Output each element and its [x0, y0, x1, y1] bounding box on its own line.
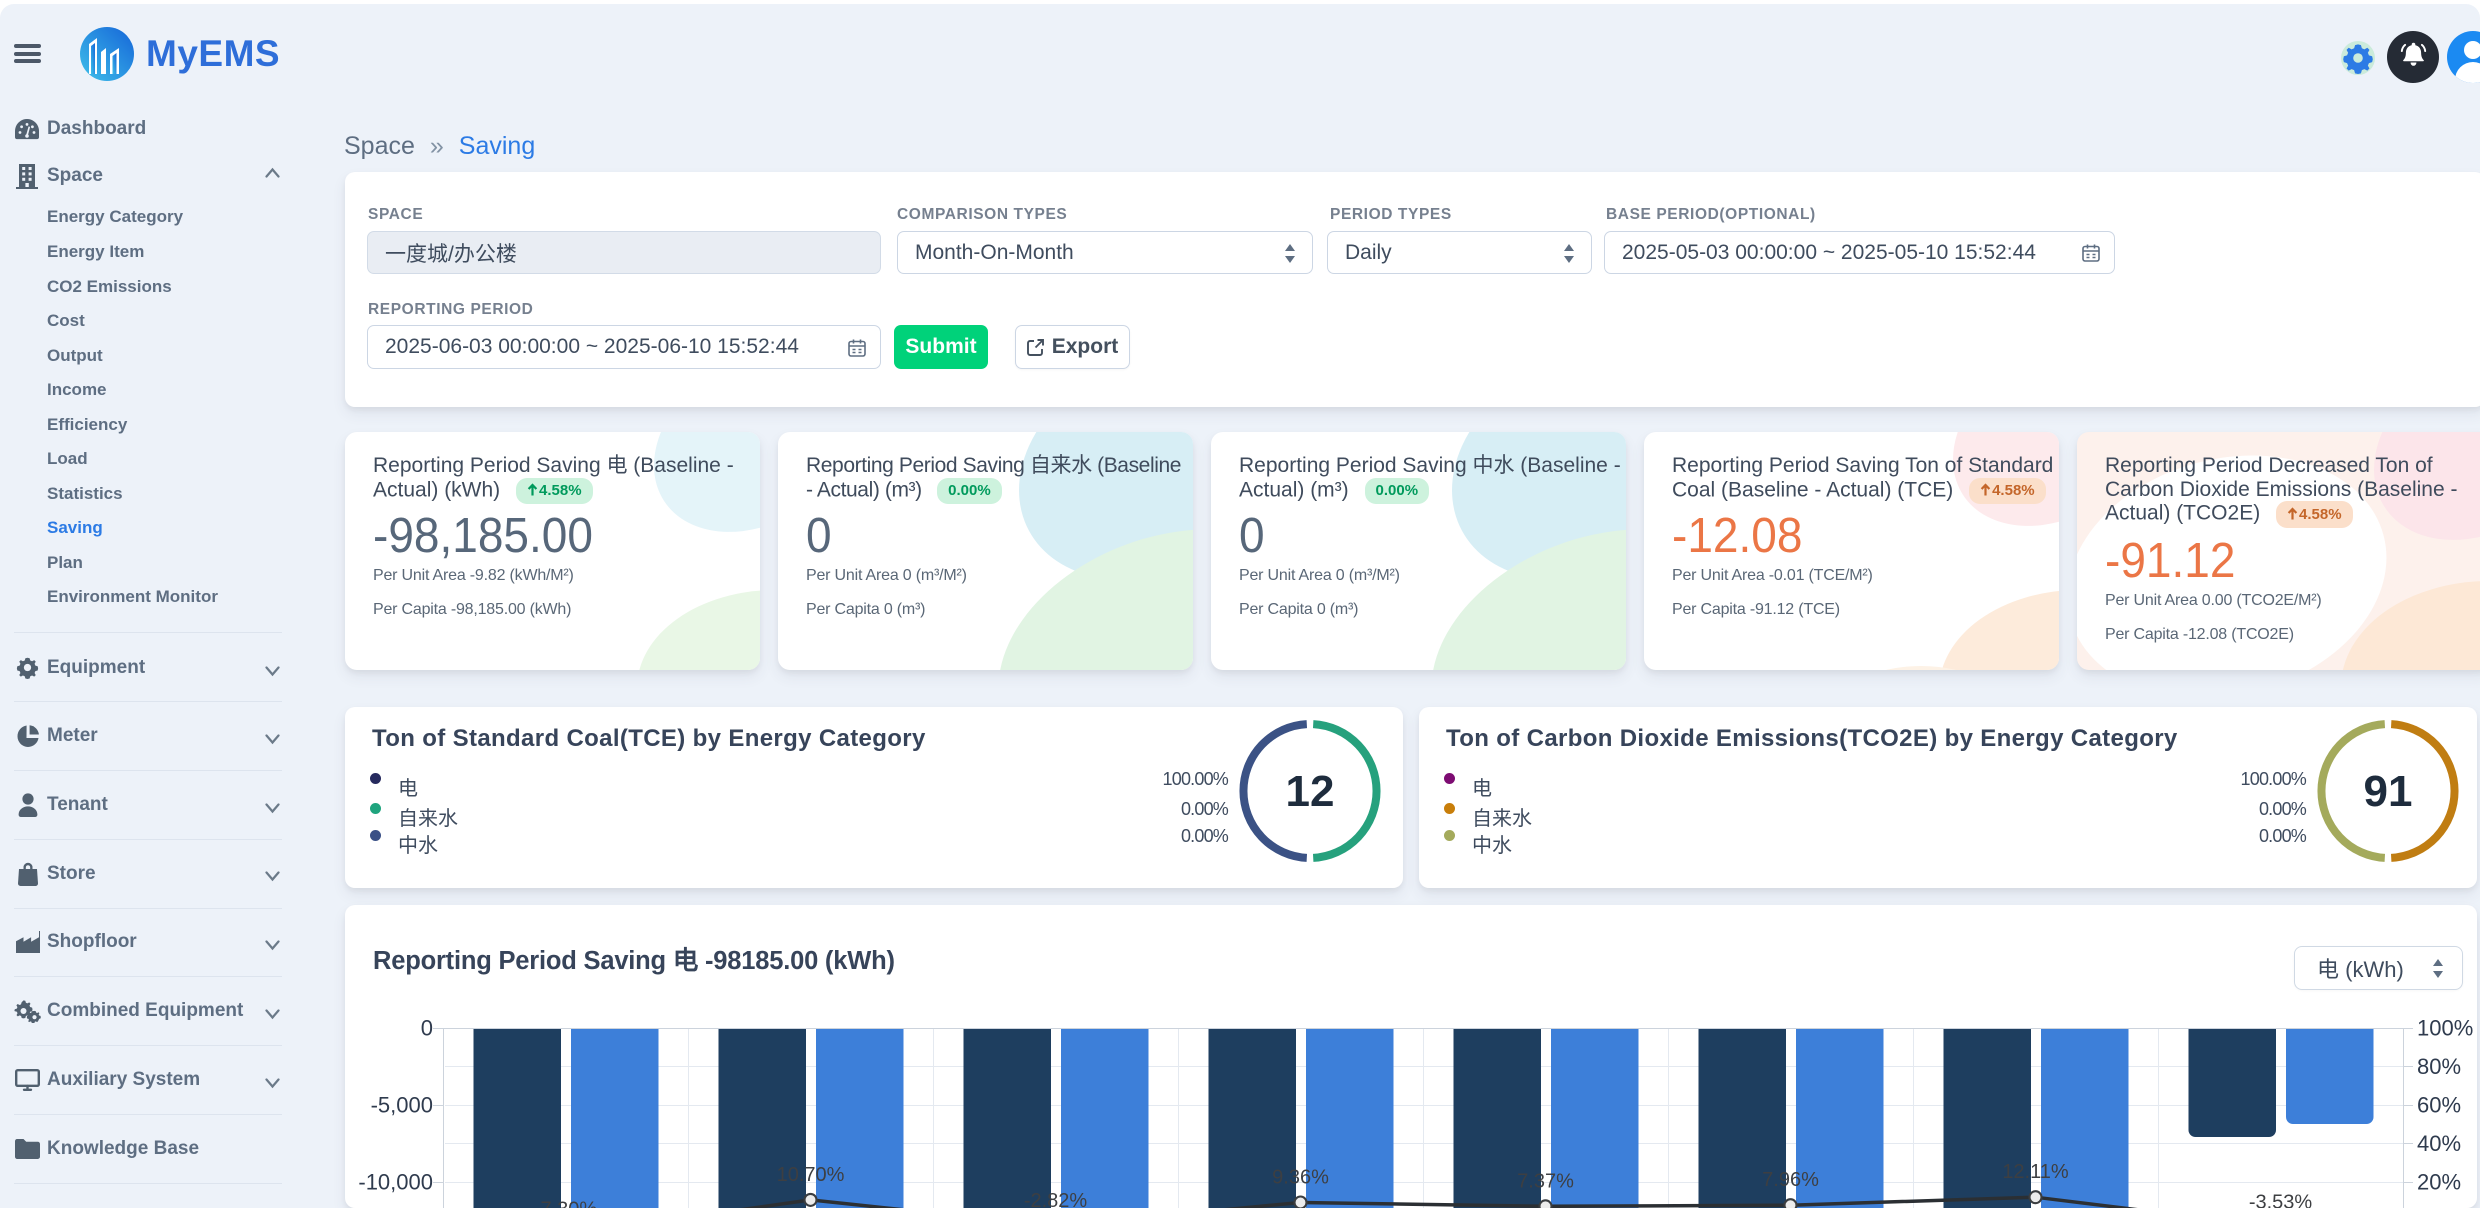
svg-text:9.36%: 9.36%	[1272, 1167, 1329, 1189]
svg-text:12: 12	[1286, 767, 1335, 816]
svg-text:20%: 20%	[2417, 1170, 2461, 1195]
svg-text:7.96%: 7.96%	[1762, 1169, 1819, 1191]
svg-text:12.11%: 12.11%	[2002, 1161, 2069, 1183]
svg-text:60%: 60%	[2417, 1093, 2461, 1118]
svg-text:80%: 80%	[2417, 1054, 2461, 1079]
svg-text:7.37%: 7.37%	[1517, 1171, 1574, 1193]
svg-text:40%: 40%	[2417, 1131, 2461, 1156]
svg-text:-2.82%: -2.82%	[1024, 1190, 1088, 1208]
svg-text:-5,000: -5,000	[371, 1093, 433, 1118]
svg-text:100%: 100%	[2417, 1016, 2473, 1041]
svg-text:-7.30%: -7.30%	[534, 1199, 598, 1208]
svg-text:-10,000: -10,000	[358, 1170, 433, 1195]
svg-text:-3.53%: -3.53%	[2249, 1192, 2313, 1208]
svg-text:10.70%: 10.70%	[777, 1164, 845, 1186]
svg-text:91: 91	[2364, 767, 2413, 816]
svg-text:0: 0	[421, 1016, 433, 1041]
